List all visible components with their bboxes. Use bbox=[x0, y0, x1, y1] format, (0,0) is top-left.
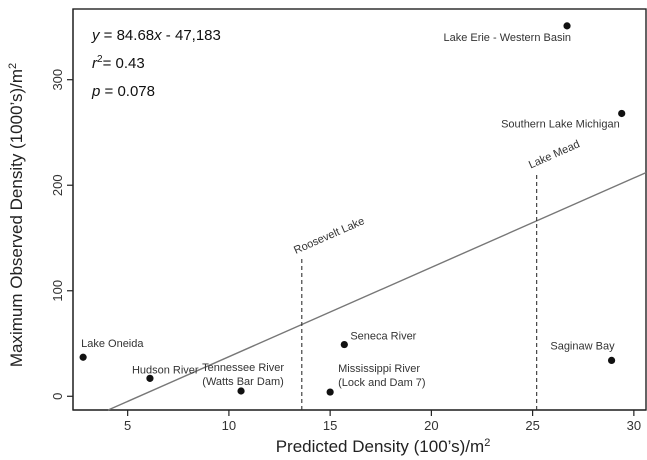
point-label: Tennessee River (Watts Bar Dam) bbox=[202, 362, 284, 388]
point-label: Hudson River bbox=[132, 364, 199, 376]
x-tick-label: 20 bbox=[424, 418, 438, 433]
y-tick-label: 100 bbox=[50, 280, 65, 302]
x-tick-label: 10 bbox=[222, 418, 236, 433]
x-tick-label: 5 bbox=[124, 418, 131, 433]
regression-line bbox=[107, 171, 647, 411]
data-point bbox=[607, 356, 616, 365]
data-point bbox=[79, 353, 87, 361]
data-point bbox=[340, 340, 348, 349]
point-label: Mississippi River (Lock and Dam 7) bbox=[338, 363, 425, 389]
data-points bbox=[79, 22, 626, 396]
data-point bbox=[618, 109, 626, 118]
x-axis-ticks: 5 10 15 20 25 30 bbox=[124, 410, 641, 433]
y-tick-label: 0 bbox=[50, 393, 65, 400]
stat-r2: r2= 0.43 bbox=[92, 54, 145, 72]
x-tick-label: 25 bbox=[525, 418, 539, 433]
point-label: Lake Erie - Western Basin bbox=[443, 32, 571, 44]
stat-p: p = 0.078 bbox=[91, 83, 155, 100]
data-point bbox=[146, 374, 154, 382]
point-label: Lake Oneida bbox=[81, 338, 144, 350]
regression-stats: y = 84.68x - 47,183 r2= 0.43 p = 0.078 bbox=[91, 27, 221, 100]
x-tick-label: 15 bbox=[323, 418, 337, 433]
reference-lines: Roosevelt Lake Lake Mead bbox=[292, 138, 582, 410]
point-label: Seneca River bbox=[350, 331, 416, 343]
y-tick-label: 300 bbox=[50, 69, 65, 91]
y-axis-title: Maximum Observed Density (1000’s)/m2 bbox=[7, 63, 26, 367]
reference-line-label: Roosevelt Lake bbox=[292, 215, 366, 257]
point-labels: Lake Oneida Hudson River Tennessee River (W… bbox=[81, 32, 620, 389]
y-tick-label: 200 bbox=[50, 174, 65, 196]
reference-line-label: Lake Mead bbox=[527, 138, 582, 171]
y-axis-ticks: 0 100 200 300 bbox=[50, 69, 73, 400]
regression-line-group bbox=[107, 171, 647, 411]
stat-equation: y = 84.68x - 47,183 bbox=[91, 27, 221, 44]
point-label: Saginaw Bay bbox=[550, 340, 615, 352]
point-label: Southern Lake Michigan bbox=[501, 118, 620, 130]
data-point bbox=[326, 388, 334, 396]
x-axis-title: Predicted Density (100’s)/m2 bbox=[276, 437, 491, 456]
data-point bbox=[237, 387, 245, 395]
data-point bbox=[563, 22, 571, 30]
x-tick-label: 30 bbox=[627, 418, 641, 433]
